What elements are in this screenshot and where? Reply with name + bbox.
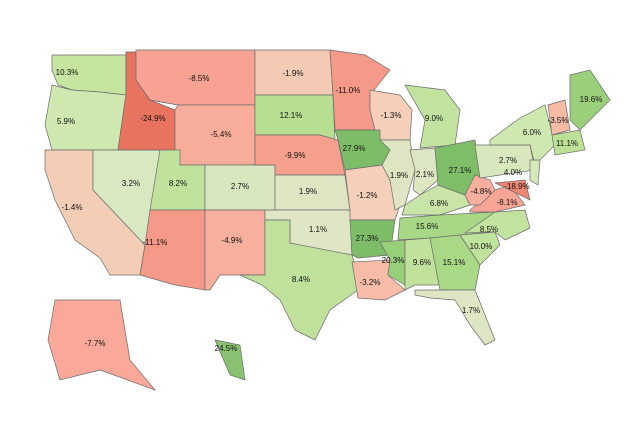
region xyxy=(551,129,586,156)
region-label: 27.1% xyxy=(449,166,472,175)
region-label: -7.7% xyxy=(85,339,106,348)
region-label: 2.7% xyxy=(231,182,249,191)
region xyxy=(379,239,406,286)
region-label: 3.2% xyxy=(122,179,140,188)
region-label: -18.9% xyxy=(504,182,529,191)
region-label: 1.7% xyxy=(462,306,480,315)
region-label: -11.1% xyxy=(143,238,168,247)
region-label: 20.3% xyxy=(382,256,405,265)
region-label: 6.0% xyxy=(523,128,541,137)
region-label: -5.4% xyxy=(211,130,232,139)
region xyxy=(493,179,531,201)
region-label: -1.9% xyxy=(283,69,304,78)
region-label: 8.2% xyxy=(169,179,187,188)
region-label: -1.2% xyxy=(357,191,378,200)
region-label: 1.9% xyxy=(390,171,408,180)
region-label: 2.7% xyxy=(499,156,517,165)
region xyxy=(214,339,246,381)
region-label: 11.1% xyxy=(556,139,578,148)
region-label: 12.1% xyxy=(280,111,303,120)
region xyxy=(489,104,556,166)
region-label: -11.0% xyxy=(336,86,361,95)
region-label: -3.5% xyxy=(548,116,569,125)
region-label: -9.9% xyxy=(285,151,306,160)
region xyxy=(139,209,206,291)
region-label: -3.2% xyxy=(360,278,381,287)
region-label: -4.8% xyxy=(471,187,492,196)
region-label: -8.1% xyxy=(497,198,518,207)
region xyxy=(569,69,611,131)
region xyxy=(464,174,496,206)
region-label: 19.6% xyxy=(580,95,603,104)
region-label: -1.4% xyxy=(62,203,83,212)
region-label: -4.9% xyxy=(222,236,243,245)
region-label: 15.1% xyxy=(443,258,466,267)
region xyxy=(429,234,481,291)
region-label: 15.6% xyxy=(416,222,439,231)
region-label: -24.9% xyxy=(140,114,165,123)
region xyxy=(529,159,541,186)
region-label: 9.6% xyxy=(413,258,431,267)
region-label: 27.3% xyxy=(356,234,379,243)
region xyxy=(459,231,501,266)
region-label: 1.9% xyxy=(299,187,317,196)
region-label: 4.0% xyxy=(504,168,522,177)
region-label: 24.5% xyxy=(215,344,238,353)
region xyxy=(239,219,359,341)
region-label: 10.3% xyxy=(56,68,79,77)
region-label: 8.5% xyxy=(480,225,498,234)
region-label: -1.3% xyxy=(381,111,402,120)
region xyxy=(547,99,571,136)
region-label: 27.9% xyxy=(343,144,366,153)
region-label: 9.0% xyxy=(425,114,443,123)
region-label: 1.1% xyxy=(309,225,327,234)
region-label: 6.8% xyxy=(430,199,448,208)
region-label: 5.9% xyxy=(57,117,75,126)
region-label: 8.4% xyxy=(292,275,310,284)
region-label: 10.0% xyxy=(470,242,493,251)
region-label: 2.1% xyxy=(416,170,434,179)
region-label: -8.5% xyxy=(189,74,210,83)
region xyxy=(47,299,157,391)
region xyxy=(414,289,496,346)
region xyxy=(404,237,441,291)
